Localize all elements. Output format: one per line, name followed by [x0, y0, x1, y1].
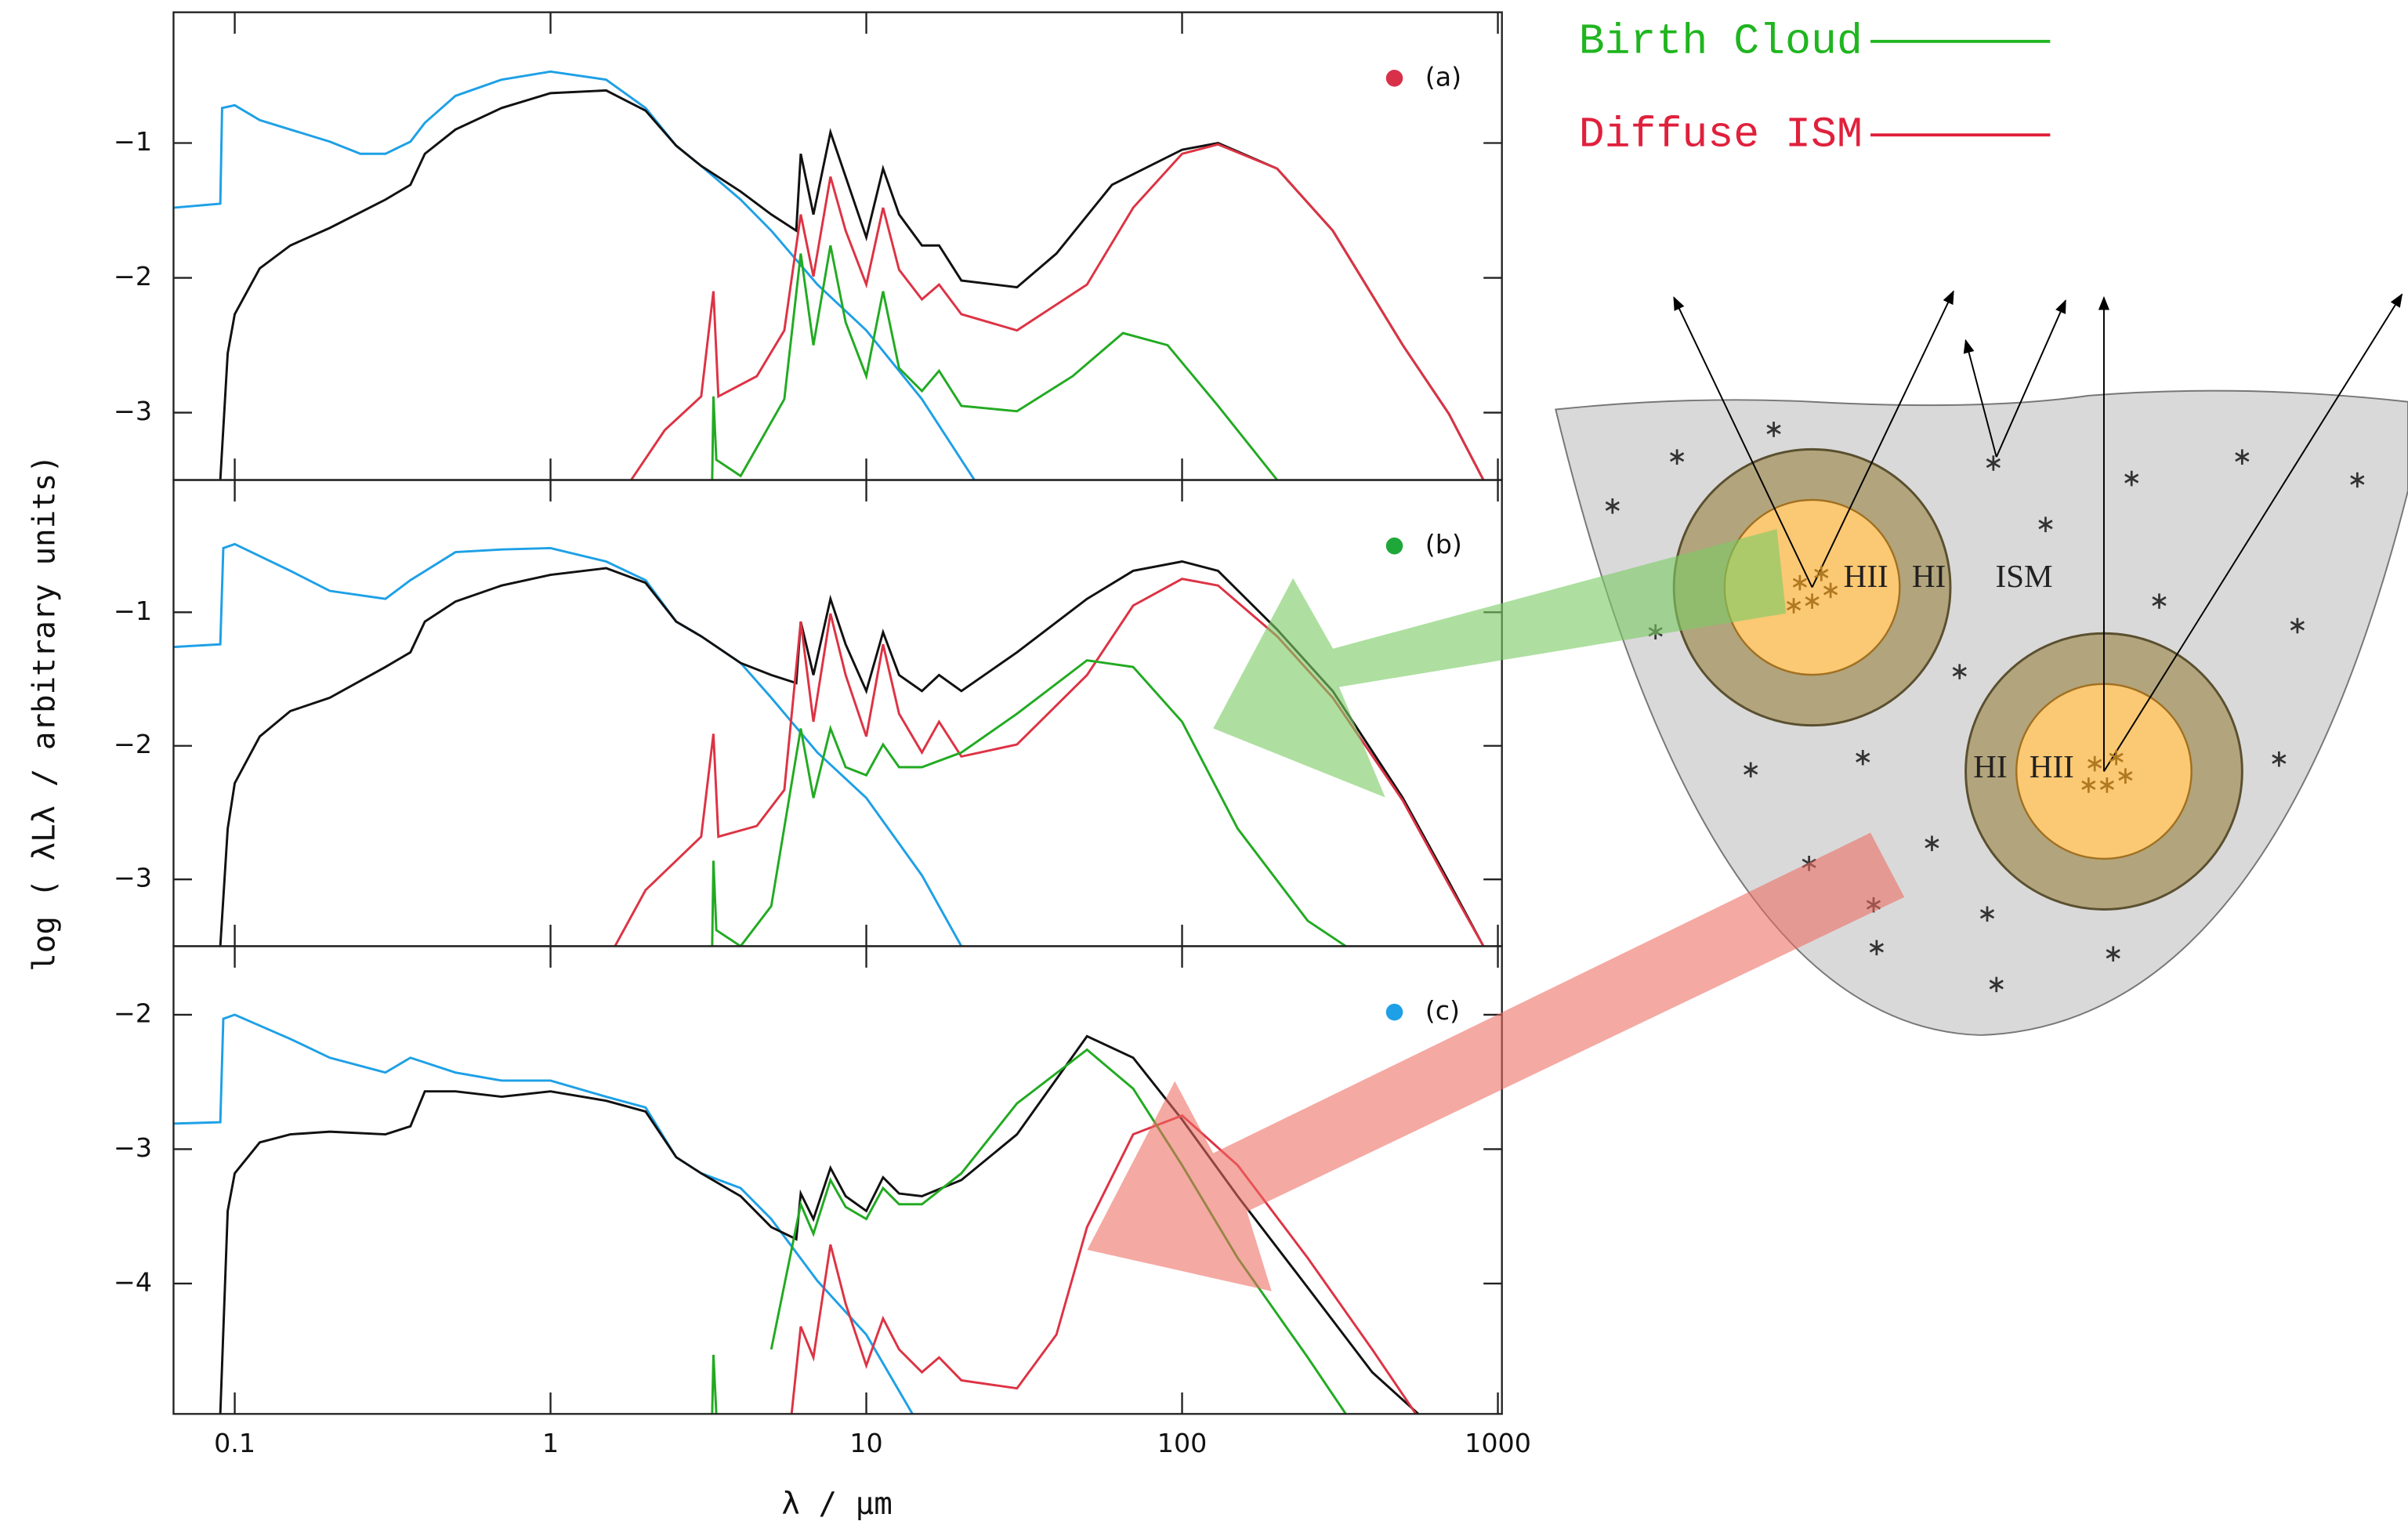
y-tick-label: −2: [114, 729, 152, 759]
panel-marker: [1386, 1004, 1403, 1021]
y-tick-label: −4: [114, 1266, 152, 1297]
x-tick-label: 1: [542, 1428, 559, 1458]
figure: HII HI ISM HI HII −1 −2 −3 (a) −1 −2 −3 (b) log …: [0, 0, 2408, 1532]
diagram-label: HII: [1844, 558, 1888, 594]
sed-curve: [173, 71, 974, 480]
panel-frame: [173, 13, 1501, 480]
panel-marker: [1386, 70, 1403, 87]
x-tick-label: 1000: [1465, 1428, 1531, 1458]
diagram-label: HI: [1912, 558, 1946, 594]
y-tick-label: −1: [114, 596, 152, 626]
plots: −1 −2 −3 (a) −1 −2 −3 (b) log ( λLλ / arbitrary …: [27, 13, 1531, 1523]
y-tick-label: −3: [114, 396, 152, 426]
legend-label: Birth Cloud: [1579, 17, 1863, 66]
y-tick-label: −3: [114, 1132, 152, 1163]
sed-curve: [173, 544, 961, 946]
x-tick-label: 100: [1157, 1428, 1208, 1458]
sed-curve: [631, 144, 1483, 480]
diagram-label: HII: [2030, 748, 2074, 784]
sed-curve: [712, 245, 1277, 480]
x-axis-label: λ / μm: [781, 1487, 893, 1522]
panel-label: (a): [1425, 61, 1461, 92]
panel-label: (b): [1425, 529, 1462, 560]
y-axis-label: log ( λLλ / arbitrary units): [27, 455, 62, 972]
diagram: HII HI ISM HI HII: [1555, 292, 2408, 1035]
y-tick-label: −2: [114, 261, 152, 292]
diffuse-ism-arrow: [1088, 833, 1905, 1291]
sed-curve: [173, 1015, 912, 1414]
y-tick-label: −2: [114, 998, 152, 1028]
x-tick-label: 0.1: [214, 1428, 255, 1458]
legend: Birth Cloud Diffuse ISM: [1579, 17, 2051, 159]
y-tick-label: −3: [114, 863, 152, 893]
diagram-label: ISM: [1995, 558, 2052, 594]
sed-curve: [220, 90, 1483, 480]
diagram-label: HI: [1973, 748, 2007, 784]
panel: −2 −3 −4 0.1 1 10 100 1000 (c) λ / μm: [114, 946, 1531, 1522]
legend-label: Diffuse ISM: [1579, 111, 1863, 160]
panel-marker: [1386, 538, 1403, 555]
panel-label: (c): [1425, 995, 1460, 1026]
panel: −1 −2 −3 (a): [114, 13, 1502, 480]
x-tick-label: 10: [849, 1428, 882, 1458]
y-tick-label: −1: [114, 126, 152, 157]
